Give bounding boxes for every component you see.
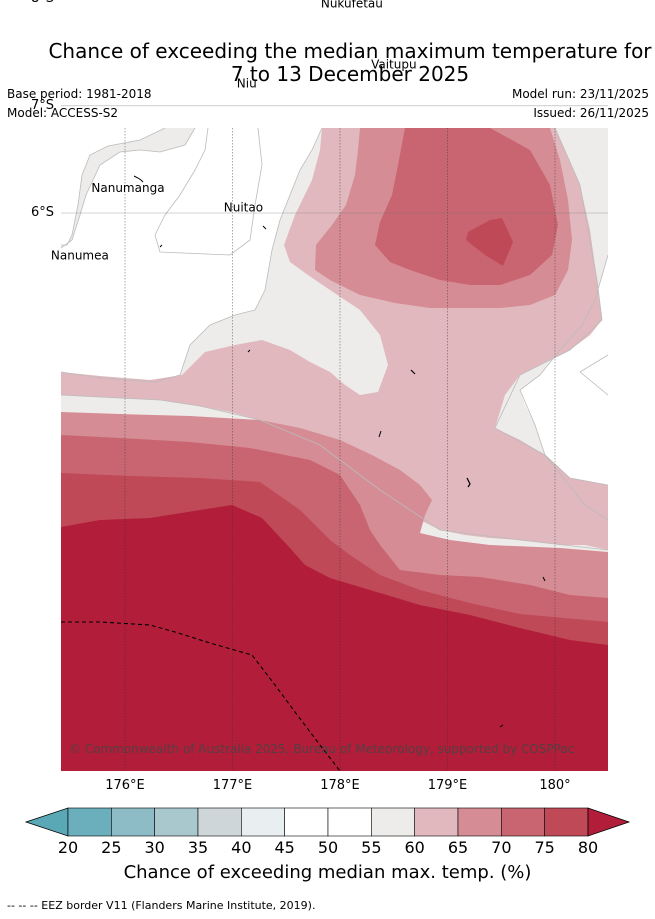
longitude-label: 178°E xyxy=(320,778,360,793)
eez-legend: -- -- -- EEZ border V11 (Flanders Marine… xyxy=(7,899,316,912)
colorbar-swatch xyxy=(111,807,155,837)
colorbar-tick-label: 30 xyxy=(144,838,165,857)
colorbar-under-arrow xyxy=(24,807,69,837)
colorbar-over-arrow xyxy=(587,807,631,837)
longitude-label: 179°E xyxy=(427,778,468,793)
longitude-label: 180° xyxy=(539,778,571,793)
island-shape xyxy=(466,477,471,488)
colorbar-swatch xyxy=(457,807,502,837)
colorbar-swatch xyxy=(544,807,589,837)
place-label: Nanumea xyxy=(51,248,109,262)
place-label: Vaitupu xyxy=(371,57,417,71)
island-shape xyxy=(247,349,251,353)
island-shape xyxy=(499,724,504,728)
island-shape xyxy=(542,576,546,582)
contour-line xyxy=(61,128,166,246)
colorbar-tick-label: 35 xyxy=(187,838,209,857)
colorbar-swatch xyxy=(241,807,285,837)
band-45-55-central xyxy=(154,128,263,256)
colorbar-tick-label: 65 xyxy=(447,838,469,857)
island-shape xyxy=(410,369,416,375)
colorbar-tick-label: 70 xyxy=(491,838,512,857)
island-shape xyxy=(133,175,144,183)
place-label: Nuitao xyxy=(224,200,263,214)
latitude-label: 8°S xyxy=(31,0,54,6)
latitude-label: 6°S xyxy=(31,205,55,220)
band-70-75-north xyxy=(375,128,558,285)
colorbar-tick-label: 55 xyxy=(361,838,382,857)
colorbar-tick-label: 80 xyxy=(577,838,599,857)
model-name: Model: ACCESS-S2 xyxy=(7,106,119,120)
place-label: Niu xyxy=(237,77,257,91)
island-shape xyxy=(378,430,382,438)
base-period: Base period: 1981-2018 xyxy=(7,87,152,101)
colorbar-swatch xyxy=(67,807,112,837)
colorbar-title: Chance of exceeding median max. temp. (%… xyxy=(123,862,532,883)
band-75-80-north xyxy=(466,218,513,266)
copyright-notice: © Commonwealth of Australia 2025, Bureau… xyxy=(69,742,574,756)
island-shape xyxy=(159,244,163,248)
latitude-label: 7°S xyxy=(31,97,55,113)
colorbar-tick-label: 45 xyxy=(274,838,295,857)
islands xyxy=(133,175,546,728)
map-title: Chance of exceeding the median maximum t… xyxy=(0,40,655,86)
contour-line xyxy=(494,128,608,486)
colorbar-swatch xyxy=(501,807,545,837)
colorbar-tick-label: 20 xyxy=(57,838,79,857)
eez-border xyxy=(61,621,341,771)
contour-line xyxy=(61,128,323,383)
colorbar-swatch xyxy=(197,807,242,837)
band-45-55-nw xyxy=(61,128,165,245)
colorbar-tick-label: 50 xyxy=(317,838,339,857)
model-run: Model run: 23/11/2025 xyxy=(511,87,649,101)
contour-line xyxy=(61,128,196,249)
place-label: Nanumanga xyxy=(91,181,164,195)
longitude-label: 177°E xyxy=(212,778,253,793)
colorbar xyxy=(24,807,631,837)
map-title-line1: Chance of exceeding the median maximum t… xyxy=(48,39,652,63)
longitude-label: 176°E xyxy=(105,778,145,793)
band-over-80 xyxy=(61,505,608,771)
colorbar-swatch xyxy=(414,807,459,837)
map-title-line2: 7 to 13 December 2025 xyxy=(230,62,470,86)
issued-date: Issued: 26/11/2025 xyxy=(533,106,649,120)
colorbar-tick-label: 25 xyxy=(101,838,122,857)
graticule xyxy=(61,105,608,771)
contour-line xyxy=(519,254,608,521)
colorbar-swatch xyxy=(154,807,199,837)
colorbar-tick-label: 75 xyxy=(534,838,555,857)
colorbar-swatch xyxy=(284,807,329,837)
contour-fill xyxy=(61,128,608,771)
colorbar-tick-label: 40 xyxy=(231,838,252,857)
contour-line xyxy=(61,394,608,551)
colorbar-tick-label: 60 xyxy=(404,838,425,857)
place-label: Nukufetau xyxy=(321,0,383,10)
island-shape xyxy=(262,225,267,230)
contour-line xyxy=(579,354,608,396)
colorbar-swatch xyxy=(371,807,415,837)
colorbar-swatch xyxy=(327,807,372,837)
place-labels: Nanumea Nuitao Nanumanga Niu Vaitupu Nukufeta… xyxy=(51,0,417,262)
